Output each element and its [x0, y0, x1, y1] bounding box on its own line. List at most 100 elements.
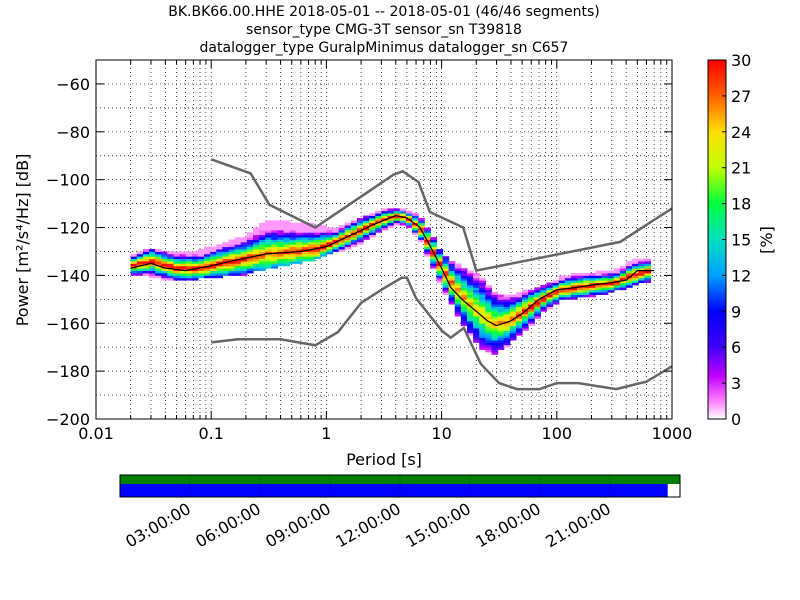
heatmap-cell: [619, 268, 627, 272]
heatmap-cell: [185, 270, 193, 274]
y-tick-label: −80: [56, 123, 90, 142]
heatmap-cell: [479, 294, 486, 298]
heatmap-cell: [204, 268, 211, 272]
heatmap-cell: [344, 227, 352, 231]
y-axis-label: Power [m²/s⁴/Hz] [dB]: [13, 154, 32, 327]
heatmap-cell: [265, 222, 272, 226]
heatmap-cell: [644, 265, 652, 269]
heatmap-cell: [222, 263, 230, 267]
heatmap-cell: [179, 268, 187, 272]
heatmap-cell: [363, 220, 370, 224]
heatmap-cell: [577, 289, 584, 293]
heatmap-cell: [454, 301, 462, 305]
heatmap-cell: [344, 239, 352, 243]
heatmap-cell: [430, 241, 438, 245]
heatmap-cell: [454, 287, 462, 291]
heatmap-cell: [161, 265, 168, 269]
heatmap-cell: [240, 244, 248, 248]
heatmap-cell: [515, 304, 523, 307]
heatmap-cell: [271, 265, 279, 269]
heatmap-cell: [191, 263, 199, 267]
colorbar-ticks: 0 3 6 9 12 15 18 21 24 27 30: [722, 51, 751, 429]
heatmap-cell: [638, 268, 645, 272]
heatmap-cell: [204, 275, 211, 279]
heatmap-cell: [216, 273, 223, 276]
heatmap-cell: [430, 246, 438, 250]
heatmap-cell: [246, 234, 254, 238]
heatmap-cell: [191, 258, 199, 262]
heatmap-cell: [601, 273, 609, 276]
heatmap-cell: [528, 296, 535, 300]
heatmap-cell: [528, 289, 535, 293]
heatmap-cell: [601, 287, 609, 291]
heatmap-cell: [222, 249, 230, 252]
heatmap-cell: [522, 325, 529, 329]
heatmap-cell: [424, 241, 431, 245]
heatmap-cell: [552, 301, 560, 305]
heatmap-cell: [625, 282, 633, 286]
heatmap-cell: [381, 220, 389, 224]
heatmap-cell: [546, 306, 554, 310]
heatmap-cell: [467, 284, 474, 288]
heatmap-cell: [497, 337, 505, 341]
heatmap-cell: [259, 253, 266, 257]
heatmap-cell: [577, 280, 584, 283]
heatmap-cell: [197, 263, 205, 267]
heatmap-cell: [411, 217, 419, 221]
heatmap-cell: [479, 332, 486, 336]
heatmap-cell: [295, 239, 303, 243]
heatmap-cell: [161, 261, 168, 264]
heatmap-cell: [252, 241, 260, 245]
heatmap-cell: [491, 332, 499, 336]
heatmap-cell: [204, 246, 211, 250]
heatmap-cell: [185, 261, 193, 264]
heatmap-cell: [191, 253, 199, 257]
heatmap-cell: [454, 280, 462, 283]
heatmap-cell: [485, 296, 493, 300]
heatmap-cell: [381, 227, 389, 231]
heatmap-cell: [228, 251, 236, 255]
heatmap-cell: [601, 270, 609, 274]
heatmap-cell: [467, 320, 474, 324]
heatmap-cell: [497, 330, 505, 334]
heatmap-cell: [454, 284, 462, 288]
heatmap-cell: [473, 330, 480, 334]
heatmap-cell: [534, 308, 541, 312]
heatmap-cell: [240, 268, 248, 272]
heatmap-cell: [503, 318, 511, 322]
heatmap-cell: [589, 287, 597, 291]
heatmap-cell: [485, 292, 493, 295]
heatmap-cell: [485, 304, 493, 307]
heatmap-cell: [485, 349, 493, 353]
heatmap-cell: [295, 241, 303, 245]
heatmap-cell: [179, 253, 187, 257]
heatmap-cell: [387, 225, 395, 228]
heatmap-cell: [191, 277, 199, 281]
heatmap-cell: [454, 308, 462, 312]
heatmap-cell: [197, 251, 205, 255]
heatmap-cell: [295, 258, 303, 262]
heatmap-cell: [246, 237, 254, 240]
heatmap-cell: [216, 244, 223, 248]
heatmap-cell: [625, 280, 633, 283]
heatmap-cell: [638, 277, 645, 281]
heatmap-cell: [515, 325, 523, 329]
heatmap-cell: [546, 301, 554, 305]
heatmap-cell: [479, 308, 486, 312]
heatmap-cell: [473, 292, 480, 295]
heatmap-cell: [356, 237, 364, 240]
heatmap-cell: [534, 294, 541, 298]
heatmap-cell: [228, 249, 236, 252]
heatmap-cell: [338, 234, 346, 238]
heatmap-cell: [155, 275, 162, 279]
heatmap-cell: [161, 263, 168, 267]
heatmap-cell: [234, 246, 242, 250]
heatmap-cell: [271, 239, 279, 243]
heatmap-cell: [473, 313, 480, 317]
heatmap-cell: [265, 246, 272, 250]
heatmap-cell: [277, 239, 285, 243]
heatmap-cell: [246, 244, 254, 248]
heatmap-cell: [448, 292, 456, 295]
heatmap-cell: [528, 311, 535, 315]
x-tick-label: 0.1: [198, 424, 223, 443]
